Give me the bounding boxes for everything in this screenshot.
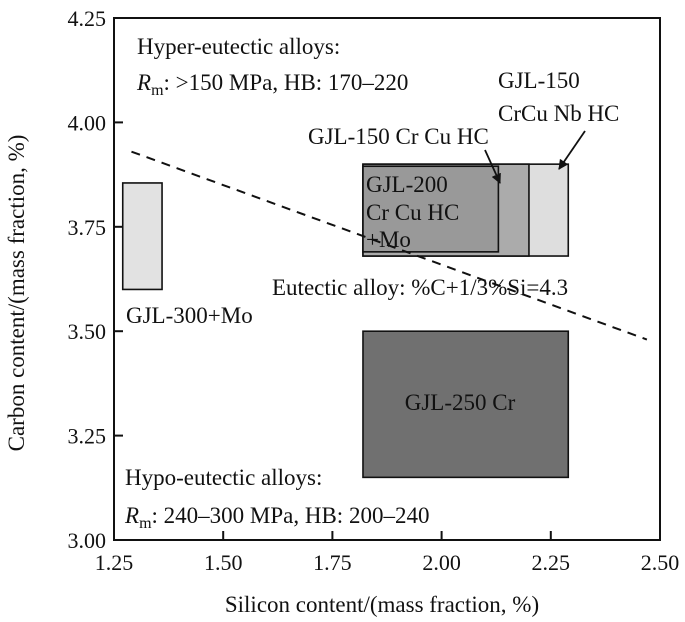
y-axis-title: Carbon content/(mass fraction, %)	[4, 135, 29, 452]
y-tick-label: 4.00	[68, 110, 107, 135]
x-tick-label: 1.25	[95, 550, 134, 575]
region-gjl-300-mo	[121, 182, 163, 291]
y-tick-label: 3.25	[68, 424, 107, 449]
hypo-eutectic-title: Hypo-eutectic alloys:	[125, 465, 322, 490]
hypo-eutectic-properties: Rm: 240–300 MPa, HB: 200–240	[124, 503, 429, 532]
hyper-eutectic-title: Hyper-eutectic alloys:	[137, 34, 340, 59]
x-axis-title: Silicon content/(mass fraction, %)	[225, 592, 539, 617]
x-tick-label: 2.00	[422, 550, 461, 575]
y-tick-label: 3.50	[68, 319, 107, 344]
label-gjl-150-cr-cu-hc: GJL-150 Cr Cu HC	[308, 124, 489, 149]
x-tick-label: 2.50	[641, 550, 680, 575]
regions-layer	[121, 163, 570, 479]
label-gjl-250-cr: GJL-250 Cr	[405, 390, 516, 415]
label-gjl-200-line2: Cr Cu HC	[366, 200, 459, 225]
arrow-gjl-150-cr-cu-hc	[484, 149, 501, 184]
x-tick-label: 2.25	[532, 550, 571, 575]
label-eutectic-alloy: Eutectic alloy: %C+1/3%Si=4.3	[272, 275, 568, 300]
label-gjl-200-line3: +Mo	[366, 227, 411, 252]
y-tick-label: 3.00	[68, 528, 107, 553]
y-tick-label: 4.25	[68, 6, 107, 31]
y-tick-label: 3.75	[68, 215, 107, 240]
x-tick-label: 1.75	[313, 550, 352, 575]
ticks-layer: 1.25 1.50 1.75 2.00 2.25 2.50 3.00 3.25 3.50 3.75…	[68, 6, 680, 575]
label-gjl-200-line1: GJL-200	[366, 172, 448, 197]
x-tick-label: 1.50	[204, 550, 243, 575]
label-gjl-150-crcu-nb-hc-line1: GJL-150	[498, 68, 580, 93]
label-gjl-300-mo: GJL-300+Mo	[126, 303, 253, 328]
eutectic-line	[131, 150, 648, 341]
hyper-eutectic-properties: Rm: >150 MPa, HB: 170–220	[136, 70, 408, 99]
plot-frame	[113, 17, 661, 541]
region-gjl-200-cr-cu-hc-mo	[362, 165, 500, 253]
arrow-gjl-150-crcu-nb-hc	[558, 130, 586, 170]
label-gjl-150-crcu-nb-hc-line2: CrCu Nb HC	[498, 101, 619, 126]
region-gjl-250-cr	[362, 330, 570, 479]
